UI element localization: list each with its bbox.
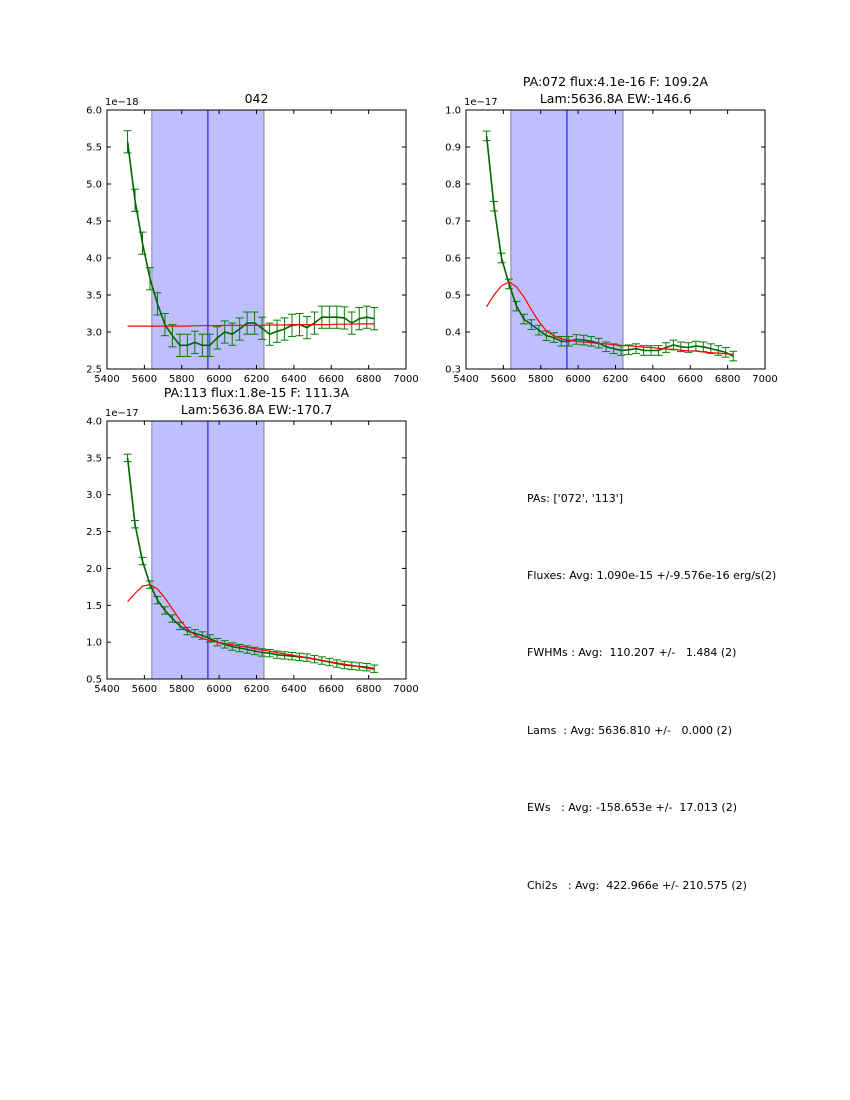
y-tick-label: 0.4: [445, 328, 461, 339]
x-tick-label: 6600: [319, 374, 344, 385]
y-tick-label: 4.5: [86, 217, 102, 228]
x-tick-label: 6200: [603, 374, 628, 385]
y-tick-label: 2.0: [86, 564, 102, 575]
y-tick-label: 0.7: [445, 217, 461, 228]
stats-fwhms: FWHMs : Avg: 110.207 +/- 1.484 (2): [527, 646, 737, 660]
x-tick-label: 6400: [281, 374, 306, 385]
error-bar: [370, 307, 379, 331]
y-tick-label: 4.0: [86, 254, 102, 265]
y-tick-label: 3.0: [86, 328, 102, 339]
x-tick-label: 6800: [715, 374, 740, 385]
y-offset-label: 1e−17: [105, 408, 139, 419]
stats-fluxes: Fluxes: Avg: 1.090e-15 +/-9.576e-16 erg/…: [527, 568, 777, 582]
x-tick-label: 6800: [356, 684, 381, 695]
x-tick-label: 6000: [206, 374, 231, 385]
stats-lams: Lams : Avg: 5636.810 +/- 0.000 (2): [527, 723, 733, 737]
y-tick-label: 0.8: [445, 180, 461, 191]
y-tick-label: 0.5: [445, 291, 461, 302]
y-tick-label: 3.0: [86, 490, 102, 501]
x-tick-label: 6600: [678, 374, 703, 385]
y-tick-label: 1.5: [86, 601, 102, 612]
subplot-title-line2: Lam:5636.8A EW:-170.7: [181, 402, 332, 417]
y-tick-label: 1.0: [86, 638, 102, 649]
x-tick-label: 6000: [206, 684, 231, 695]
x-tick-label: 5400: [94, 374, 119, 385]
error-bar: [729, 350, 738, 362]
y-tick-label: 0.5: [86, 675, 102, 686]
x-tick-label: 5600: [132, 684, 157, 695]
subplot-title: PA:072 flux:4.1e-16 F: 109.2A: [523, 74, 709, 89]
x-tick-label: 7000: [393, 684, 418, 695]
y-offset-label: 1e−18: [105, 97, 139, 108]
stats-chi2s: Chi2s : Avg: 422.966e +/- 210.575 (2): [527, 878, 747, 892]
subplot-3: 5400 5600 5800 6000 6200 6400 6600 6800 7000 0.5 1…: [86, 385, 419, 695]
stats-ews: EWs : Avg: -158.653e +/- 17.013 (2): [527, 801, 737, 815]
y-tick-label: 4.0: [86, 417, 102, 428]
x-tick-label: 5400: [453, 374, 478, 385]
x-tick-label: 6200: [244, 374, 269, 385]
subplot-2: 5400 5600 5800 6000 6200 6400 6600 6800 7000 0.3 0…: [445, 74, 778, 385]
x-tick-label: 7000: [393, 374, 418, 385]
x-tick-label: 5600: [491, 374, 516, 385]
x-tick-label: 6800: [356, 374, 381, 385]
fit-line: [127, 583, 375, 670]
y-offset-label: 1e−17: [464, 97, 498, 108]
data-line: [126, 141, 375, 347]
x-tick-label: 5600: [132, 374, 157, 385]
x-tick-label: 5400: [94, 684, 119, 695]
y-tick-label: 3.5: [86, 291, 102, 302]
x-tick-label: 6200: [244, 684, 269, 695]
x-tick-label: 6000: [565, 374, 590, 385]
fit-line: [486, 281, 734, 355]
fit-line: [127, 323, 375, 327]
stats-summary: PAs: ['072', '113'] Fluxes: Avg: 1.090e-…: [527, 434, 776, 924]
y-tick-label: 6.0: [86, 106, 102, 117]
stats-pas: PAs: ['072', '113']: [527, 491, 624, 505]
y-tick-label: 1.0: [445, 106, 461, 117]
x-tick-label: 6600: [319, 684, 344, 695]
y-tick-label: 2.5: [86, 365, 102, 376]
y-tick-label: 5.0: [86, 180, 102, 191]
x-tick-label: 7000: [752, 374, 777, 385]
subplot-title-line2: Lam:5636.8A EW:-146.6: [540, 91, 691, 106]
x-tick-label: 6400: [281, 684, 306, 695]
x-tick-label: 5800: [169, 374, 194, 385]
y-tick-label: 0.9: [445, 143, 461, 154]
subplot-1: 5400 5600 5800 6000 6200 6400 6600 6800 7000 2.5 3…: [86, 91, 419, 385]
x-tick-label: 5800: [528, 374, 553, 385]
y-tick-label: 2.5: [86, 527, 102, 538]
data-line: [485, 135, 734, 357]
x-tick-label: 5800: [169, 684, 194, 695]
subplot-title: PA:113 flux:1.8e-15 F: 111.3A: [164, 385, 350, 400]
y-tick-label: 0.3: [445, 365, 461, 376]
y-tick-label: 0.6: [445, 254, 461, 265]
subplot-title: 042: [245, 91, 269, 106]
y-tick-label: 5.5: [86, 143, 102, 154]
error-bar: [370, 664, 379, 673]
y-tick-label: 3.5: [86, 453, 102, 464]
x-tick-label: 6400: [640, 374, 665, 385]
